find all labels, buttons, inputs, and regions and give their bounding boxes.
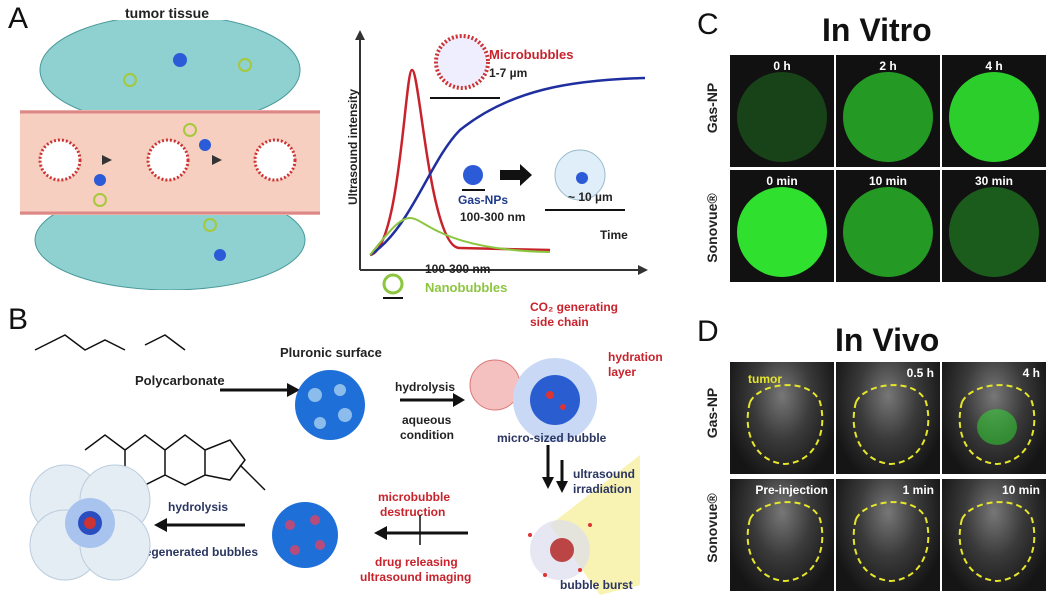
in-vitro-image: 0 h xyxy=(730,55,834,167)
arrow-down-icon xyxy=(542,445,568,493)
row-label-gas-np-vivo: Gas-NP xyxy=(704,387,720,439)
regenerated-bubbles-label: regenerated bubbles xyxy=(140,545,259,559)
gas-nps-label: Gas-NPs xyxy=(458,193,509,207)
drug-loaded-particle xyxy=(272,502,338,568)
row-label-sonovue-vivo: Sonovue® xyxy=(704,493,720,563)
arrow-right-icon xyxy=(400,393,465,407)
tumor-label: tumor xyxy=(748,372,782,386)
in-vitro-title: In Vitro xyxy=(822,12,932,48)
tumor-outline xyxy=(852,384,930,466)
row-label-sonovue: Sonovue® xyxy=(704,193,720,263)
nanobubble-icon xyxy=(382,273,404,299)
regenerated-bubbles-illustration xyxy=(29,464,151,581)
tumor-outline xyxy=(852,501,930,583)
arrow-right-icon xyxy=(220,383,300,397)
panel-a-letter: A xyxy=(8,2,29,35)
in-vivo-title: In Vivo xyxy=(835,322,940,358)
in-vivo-image: 1 min xyxy=(836,479,940,591)
co2-label-1: CO₂ generating xyxy=(530,300,619,314)
micro-bubble-label: micro-sized bubble xyxy=(497,431,607,445)
signal-blob xyxy=(843,72,933,162)
signal-blob xyxy=(737,72,827,162)
drug-release-label: drug releasing xyxy=(375,555,458,569)
polycarbonate-label: Polycarbonate xyxy=(135,373,225,388)
y-axis-label: Ultrasound intensity xyxy=(346,88,361,206)
destruction-label-1: microbubble xyxy=(378,490,451,504)
bubble-burst-illustration xyxy=(528,455,640,595)
time-label: 4 h xyxy=(985,59,1003,73)
signal-blob xyxy=(949,72,1039,162)
tumor-outline xyxy=(958,384,1036,466)
in-vitro-image: 30 min xyxy=(942,170,1046,282)
nanobubbles-label: Nanobubbles xyxy=(425,280,508,295)
hydrolysis-label: hydrolysis xyxy=(395,380,456,394)
in-vitro-image: 0 min xyxy=(730,170,834,282)
polycarbonate-structure xyxy=(34,334,266,491)
time-label: 10 min xyxy=(868,174,907,188)
arrow-left-icon xyxy=(374,515,468,545)
arrow-left-icon xyxy=(154,518,245,532)
bubble-burst-label: bubble burst xyxy=(560,578,633,592)
panel-d-letter: D xyxy=(697,315,719,348)
co2-label-2: side chain xyxy=(530,315,589,329)
in-vivo-image: 4 h xyxy=(942,362,1046,474)
time-label: 10 min xyxy=(1001,483,1040,497)
signal-blob xyxy=(843,187,933,277)
in-vitro-image: 2 h xyxy=(836,55,940,167)
aggregate-size-label: ~ 10 µm xyxy=(568,190,613,204)
time-label: Pre-injection xyxy=(755,483,828,497)
co2-bubble-illustration xyxy=(469,358,597,442)
in-vivo-image xyxy=(730,362,834,474)
imaging-label: ultrasound imaging xyxy=(360,570,472,584)
nano-size-label: 100-300 nm xyxy=(425,262,491,276)
time-label: 0 min xyxy=(766,174,798,188)
time-label: 30 min xyxy=(974,174,1013,188)
time-label: 0 h xyxy=(773,59,791,73)
signal-blob xyxy=(737,187,827,277)
time-label: 4 h xyxy=(1022,366,1040,380)
hydrolysis-label-2: hydrolysis xyxy=(168,500,229,514)
row-label-gas-np: Gas-NP xyxy=(704,82,720,134)
x-axis-label: Time xyxy=(600,228,628,242)
in-vitro-image: 4 h xyxy=(942,55,1046,167)
in-vitro-image: 10 min xyxy=(836,170,940,282)
tumor-vessel-illustration xyxy=(20,20,320,290)
in-vivo-image: Pre-injection xyxy=(730,479,834,591)
microbubbles-label: Microbubbles xyxy=(489,47,574,62)
gas-size-label: 100-300 nm xyxy=(460,210,526,224)
time-label: 1 min xyxy=(902,483,934,497)
tumor-outline xyxy=(746,501,824,583)
in-vivo-image: 0.5 h xyxy=(836,362,940,474)
tumor-outline xyxy=(958,501,1036,583)
tumor-outline xyxy=(746,384,824,466)
pluronic-particle xyxy=(295,370,365,440)
condition-label: condition xyxy=(400,428,454,442)
aqueous-label: aqueous xyxy=(402,413,452,427)
panel-c-letter: C xyxy=(697,8,719,41)
time-label: 2 h xyxy=(879,59,897,73)
hydration-label-1: hydration xyxy=(608,350,663,364)
hydration-label-2: layer xyxy=(608,365,637,379)
tumor-tissue-label: tumor tissue xyxy=(125,5,210,21)
micro-size-label: 1-7 µm xyxy=(489,66,528,80)
panel-b-letter: B xyxy=(8,303,29,336)
intensity-time-graph xyxy=(355,30,648,275)
in-vivo-image: 10 min xyxy=(942,479,1046,591)
ultrasound-label-2: irradiation xyxy=(573,482,632,496)
destruction-label-2: destruction xyxy=(380,505,446,519)
ultrasound-label-1: ultrasound xyxy=(573,467,635,481)
signal-blob xyxy=(949,187,1039,277)
time-label: 0.5 h xyxy=(906,366,934,380)
pluronic-label: Pluronic surface xyxy=(280,345,382,360)
